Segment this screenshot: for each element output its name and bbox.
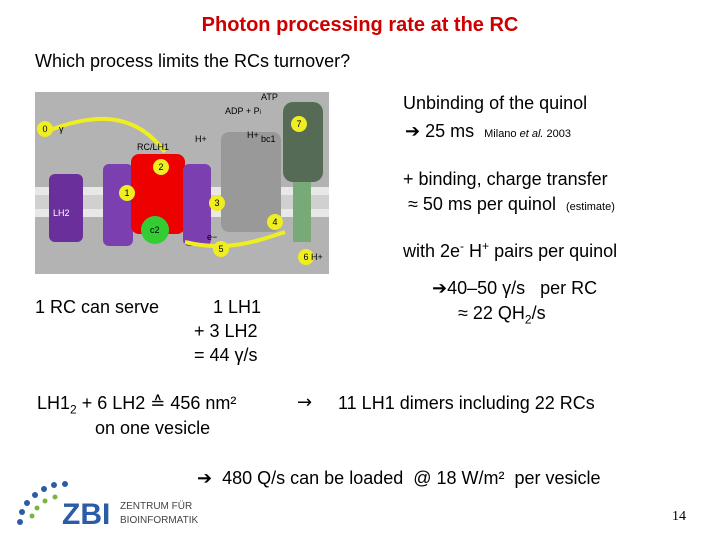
figure-label: LH2 <box>53 208 70 218</box>
note: (estimate) <box>565 201 615 213</box>
c2-protein <box>141 216 169 244</box>
bc1-complex <box>221 132 281 232</box>
figure-label: ADP + P <box>225 106 260 116</box>
arrow <box>44 116 167 154</box>
text-line: LH12 + 6 LH2 ≙ 456 nm² <box>37 392 237 417</box>
page-number: 14 <box>672 509 686 524</box>
figure-label: ATP <box>261 92 278 102</box>
superscript: + <box>482 239 490 253</box>
figure-label: bc1 <box>261 134 276 144</box>
text-line: = 44 γ/s <box>194 345 258 365</box>
figure-label: H+ <box>247 130 259 140</box>
figure-label: γ <box>59 124 64 134</box>
text: + 6 LH2 ≙ 456 nm² <box>76 393 237 413</box>
text-line: ➔40–50 γ/s per RC <box>432 277 597 299</box>
figure-label: ADP + Pi <box>225 106 261 116</box>
figure-label: c2 <box>150 225 160 235</box>
step-marker <box>119 185 135 201</box>
arrow: ➔ <box>405 121 421 141</box>
lh1-complex <box>183 164 211 246</box>
text-line: Unbinding of the quinol <box>403 93 588 113</box>
step: 4 <box>272 217 277 227</box>
step: 3 <box>214 198 219 208</box>
logo-text: ZENTRUM FÜR <box>120 500 192 512</box>
text-line: 1 RC can serve <box>35 297 160 317</box>
reference: Milano <box>484 128 520 140</box>
step-marker <box>291 116 307 132</box>
reference: 2003 <box>543 128 571 140</box>
figure-label: H+ <box>311 252 323 262</box>
arrow <box>184 230 286 249</box>
arrow: → <box>297 392 313 413</box>
text-line: on one vesicle <box>95 418 211 438</box>
text-line: + binding, charge transfer <box>403 169 608 189</box>
step: 5 <box>218 244 223 254</box>
subscript: 2 <box>70 402 77 417</box>
text: with 2e <box>403 241 461 261</box>
text-line: ➔ 480 Q/s can be loaded @ 18 W/m² per ve… <box>197 467 601 489</box>
text: 480 Q/s can be loaded @ 18 W/m² per vesi… <box>222 468 601 488</box>
step-marker <box>37 121 53 137</box>
logo-dots <box>17 481 68 525</box>
step: 1 <box>124 188 129 198</box>
rc-complex <box>131 154 185 234</box>
figure-label: e− <box>207 232 217 242</box>
rate: 40–50 γ/s per RC <box>447 278 598 298</box>
step: 7 <box>296 119 301 129</box>
text: /s <box>531 303 546 323</box>
logo-text: ZBI <box>62 498 110 530</box>
text-line: 1 LH1 <box>213 297 262 317</box>
figure-label: RC/LH1 <box>137 142 169 152</box>
reference: et al. <box>519 128 544 140</box>
step-marker <box>298 249 314 265</box>
lh2-complex <box>49 174 83 242</box>
text-line: ≈ 22 QH2/s <box>458 302 546 327</box>
text-line: ≈ 50 ms per quinol (estimate) <box>408 193 615 218</box>
step-marker <box>209 195 225 211</box>
step: 0 <box>42 124 47 134</box>
step: 2 <box>158 162 163 172</box>
arrow: ➔ <box>197 468 213 488</box>
lh1-complex <box>103 164 133 246</box>
subtitle: Which process limits the RCs turnover? <box>35 51 351 71</box>
arrow: ➔ <box>432 278 448 298</box>
duration: ≈ 50 ms per quinol <box>408 194 556 214</box>
text-line: with 2e- H+ pairs per quinol <box>403 240 617 262</box>
atp-synthase-stalk <box>293 182 311 242</box>
step-marker <box>153 159 169 175</box>
text: pairs per quinol <box>489 241 618 261</box>
step-marker <box>267 214 283 230</box>
text-line: + 3 LH2 <box>194 321 258 341</box>
duration: 25 ms <box>420 121 475 141</box>
step-marker <box>213 241 229 257</box>
logo: ZBI ZENTRUM FÜR BIOINFORMATIK <box>17 481 198 530</box>
text: H <box>464 241 483 261</box>
subscript: 2 <box>524 312 532 327</box>
logo-text: BIOINFORMATIK <box>120 515 198 526</box>
text-line: ➔ 25 ms Milano et al. 2003 <box>405 120 571 145</box>
figure-label: i <box>260 110 261 116</box>
step: 6 <box>303 252 308 262</box>
title: Photon processing rate at the RC <box>201 14 519 36</box>
atp-synthase <box>283 102 323 182</box>
text: ≈ 22 QH <box>458 303 525 323</box>
text-line: 11 LH1 dimers including 22 RCs <box>338 393 595 413</box>
figure: 0 1 2 3 4 5 6 7 ATP ADP + Pi H+ H+ H+ RC… <box>35 92 329 274</box>
text: LH1 <box>37 393 71 413</box>
figure-label: H+ <box>195 134 207 144</box>
superscript: - <box>460 239 465 253</box>
